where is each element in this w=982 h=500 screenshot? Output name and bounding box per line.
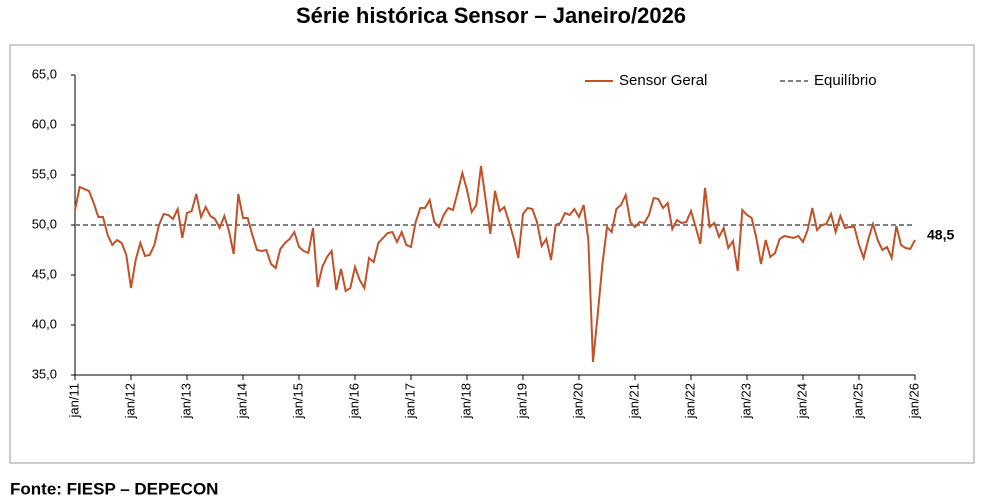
- x-tick-label: jan/16: [346, 383, 361, 419]
- x-tick-label: jan/19: [514, 383, 529, 419]
- x-tick-label: jan/23: [738, 383, 753, 419]
- x-tick-label: jan/13: [178, 383, 193, 419]
- legend-label: Equilíbrio: [814, 72, 877, 89]
- chart-frame: [9, 44, 975, 464]
- x-tick-label: jan/14: [234, 383, 249, 419]
- y-tick-label: 60,0: [32, 116, 57, 131]
- x-tick-label: jan/17: [402, 383, 417, 419]
- y-tick-label: 40,0: [32, 316, 57, 331]
- x-tick-label: jan/12: [122, 383, 137, 419]
- x-tick-label: jan/21: [626, 383, 641, 419]
- source: Fonte: FIESP – DEPECON: [10, 479, 218, 498]
- x-tick-label: jan/20: [570, 383, 585, 419]
- x-tick-label: jan/24: [794, 383, 809, 419]
- y-tick-label: 35,0: [32, 366, 57, 381]
- y-tick-label: 50,0: [32, 216, 57, 231]
- series-line: [74, 165, 916, 363]
- chart-title: Série histórica Sensor – Janeiro/2026: [296, 3, 686, 28]
- x-tick-label: jan/15: [290, 383, 305, 419]
- data-label: 48,5: [927, 227, 954, 243]
- x-tick-label: jan/18: [458, 383, 473, 419]
- legend-label: Sensor Geral: [619, 72, 707, 89]
- y-tick-label: 55,0: [32, 166, 57, 181]
- y-tick-label: 65,0: [32, 66, 57, 81]
- x-tick-label: jan/25: [850, 383, 865, 419]
- x-tick-label: jan/26: [906, 383, 921, 419]
- y-tick-label: 45,0: [32, 266, 57, 281]
- x-tick-label: jan/22: [682, 383, 697, 419]
- x-tick-label: jan/11: [66, 383, 81, 418]
